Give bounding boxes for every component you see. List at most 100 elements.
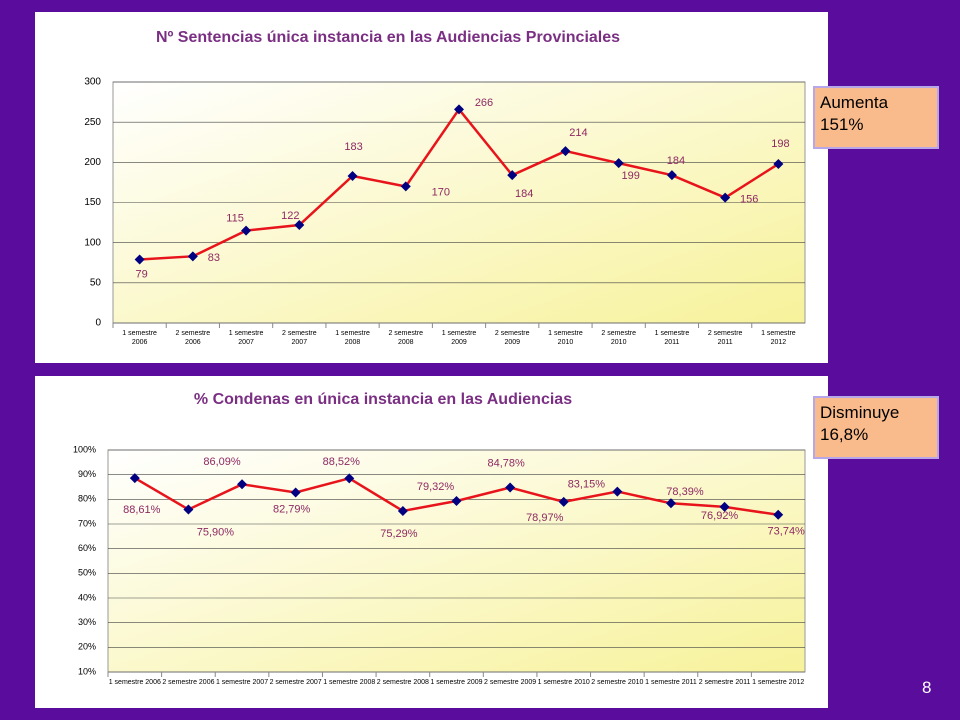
- data-label: 199: [622, 170, 640, 182]
- x-tick-label: 2 semestre 2010: [591, 679, 643, 686]
- data-label: 115: [226, 213, 244, 225]
- x-tick-line: 2007: [292, 339, 308, 346]
- y-tick-label: 90%: [78, 469, 96, 479]
- x-tick-label: 1 semestre 2006: [109, 679, 161, 686]
- x-tick-line: 2011: [664, 339, 679, 346]
- marker: [665, 498, 676, 509]
- x-tick-label: 2 semestre 2006: [176, 330, 211, 346]
- marker: [400, 181, 411, 192]
- x-tick-line: 2007: [238, 339, 254, 346]
- y-tick-label: 0: [95, 318, 101, 329]
- x-tick-line: 1 semestre 2011: [645, 679, 697, 686]
- x-tick-line: 2 semestre: [282, 330, 317, 337]
- x-tick-line: 2009: [451, 339, 467, 346]
- chart-title: % Condenas en única instancia en las Aud…: [194, 391, 572, 408]
- data-label: 156: [740, 194, 758, 206]
- x-tick-line: 1 semestre 2010: [538, 679, 590, 686]
- callout: Aumenta 151%: [813, 86, 939, 149]
- x-tick-line: 1 semestre: [229, 330, 264, 337]
- x-tick-line: 2 semestre: [388, 330, 423, 337]
- x-tick-line: 2 semestre: [495, 330, 530, 337]
- marker: [612, 486, 623, 497]
- marker: [505, 482, 516, 493]
- y-tick-label: 20%: [78, 642, 96, 652]
- data-label: 83,15%: [568, 478, 606, 490]
- data-label: 184: [667, 155, 685, 167]
- x-tick-line: 2006: [132, 339, 148, 346]
- data-label: 122: [281, 210, 299, 222]
- x-tick-label: 2 semestre 2008: [377, 679, 429, 686]
- y-tick-label: 100%: [73, 444, 96, 454]
- marker: [613, 158, 624, 169]
- x-tick-line: 1 semestre: [548, 330, 583, 337]
- x-tick-label: 1 semestre 2007: [216, 679, 268, 686]
- x-tick-line: 2 semestre: [601, 330, 636, 337]
- x-tick-line: 1 semestre 2009: [430, 679, 482, 686]
- x-tick-line: 2 semestre 2008: [377, 679, 429, 686]
- x-tick-line: 2 semestre 2009: [484, 679, 536, 686]
- data-label: 88,61%: [123, 504, 161, 516]
- marker: [347, 170, 358, 181]
- x-tick-line: 1 semestre 2012: [752, 679, 804, 686]
- x-tick-label: 2 semestre 2010: [601, 330, 636, 346]
- y-tick-label: 250: [84, 117, 101, 128]
- data-label: 83: [208, 252, 220, 264]
- x-tick-line: 1 semestre: [442, 330, 477, 337]
- data-label: 198: [771, 138, 789, 150]
- marker: [344, 473, 355, 484]
- x-tick-label: 2 semestre 2006: [162, 679, 214, 686]
- y-tick-label: 60%: [78, 543, 96, 553]
- y-tick-label: 100: [84, 237, 101, 248]
- x-tick-line: 1 semestre: [122, 330, 157, 337]
- data-label: 84,78%: [487, 457, 525, 469]
- marker: [397, 505, 408, 516]
- data-label: 78,97%: [526, 512, 564, 524]
- x-tick-label: 1 semestre 2007: [229, 330, 264, 346]
- y-tick-label: 30%: [78, 617, 96, 627]
- plot-area: [107, 449, 806, 673]
- y-tick-label: 50%: [78, 568, 96, 578]
- marker: [237, 479, 248, 490]
- x-tick-line: 1 semestre 2008: [323, 679, 375, 686]
- y-tick-label: 50: [90, 277, 102, 288]
- y-tick-label: 10%: [78, 666, 96, 676]
- marker: [134, 254, 145, 265]
- data-label: 86,09%: [203, 456, 241, 468]
- x-tick-line: 2010: [611, 339, 627, 346]
- data-label: 76,92%: [701, 510, 739, 522]
- data-label: 82,79%: [273, 503, 311, 515]
- marker: [451, 496, 462, 507]
- y-tick-label: 40%: [78, 592, 96, 602]
- data-label: 75,90%: [197, 526, 235, 538]
- x-tick-label: 2 semestre 2008: [388, 330, 423, 346]
- data-label: 266: [475, 97, 493, 109]
- chart-title: Nº Sentencias única instancia en las Aud…: [156, 29, 620, 46]
- x-tick-line: 1 semestre: [761, 330, 796, 337]
- x-tick-line: 2008: [398, 339, 414, 346]
- marker: [454, 104, 464, 115]
- data-label: 79,32%: [417, 481, 455, 493]
- data-label: 214: [569, 127, 587, 139]
- data-label: 79: [135, 268, 147, 280]
- marker: [773, 509, 784, 520]
- x-tick-line: 2012: [771, 339, 787, 346]
- x-tick-line: 1 semestre 2006: [109, 679, 161, 686]
- x-tick-line: 1 semestre: [655, 330, 690, 337]
- x-tick-line: 2 semestre 2007: [270, 679, 322, 686]
- marker: [666, 170, 677, 181]
- x-tick-line: 2008: [345, 339, 361, 346]
- x-tick-line: 2 semestre: [176, 330, 211, 337]
- y-tick-label: 150: [84, 197, 101, 208]
- x-tick-label: 1 semestre 2011: [645, 679, 697, 686]
- x-tick-label: 1 semestre 2008: [323, 679, 375, 686]
- x-tick-label: 2 semestre 2011: [699, 679, 751, 686]
- marker: [187, 251, 198, 262]
- x-tick-label: 1 semestre 2010: [538, 679, 590, 686]
- data-label: 88,52%: [323, 456, 361, 468]
- data-label: 170: [432, 186, 450, 198]
- x-tick-label: 2 semestre 2009: [495, 330, 530, 346]
- x-tick-label: 1 semestre 2006: [122, 330, 157, 346]
- marker: [241, 225, 252, 236]
- x-tick-label: 2 semestre 2009: [484, 679, 536, 686]
